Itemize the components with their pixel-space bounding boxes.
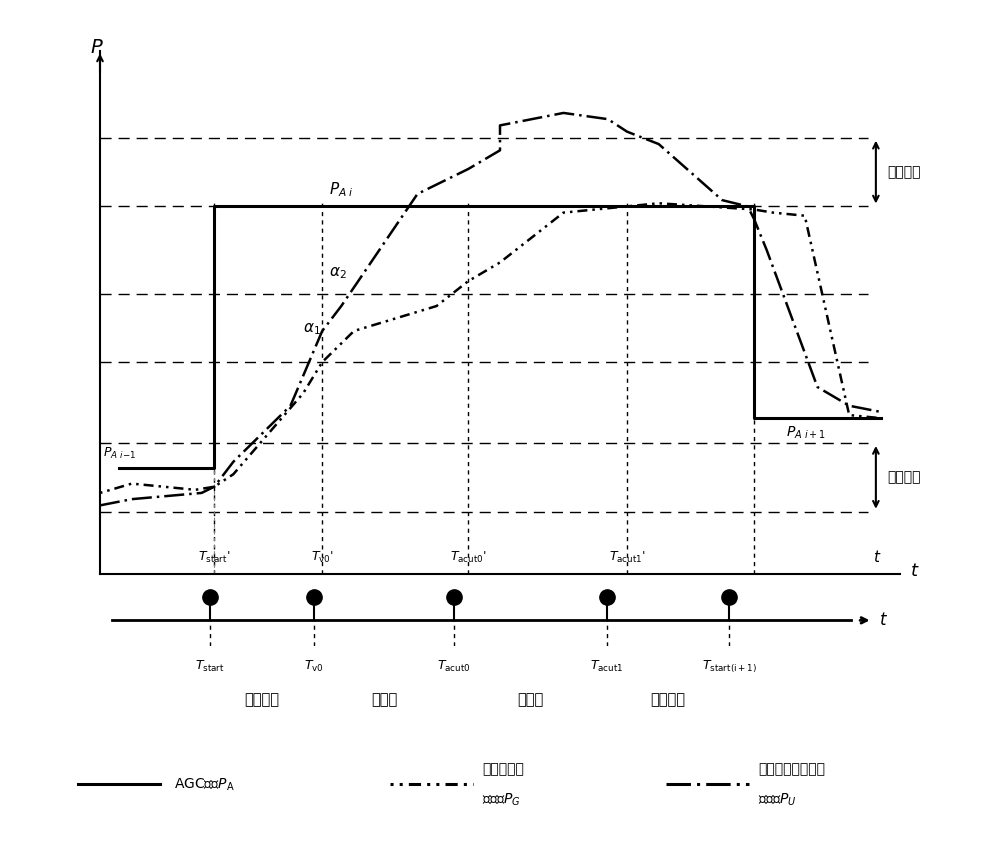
Text: $T_{\mathrm{acut0}}$': $T_{\mathrm{acut0}}$' [450,549,487,565]
Text: $T_{\mathrm{v0}}$: $T_{\mathrm{v0}}$ [304,659,324,674]
Text: $P_{A\ i\!-\!1}$: $P_{A\ i\!-\!1}$ [103,446,137,461]
Text: $T_{\mathrm{acut1}}$: $T_{\mathrm{acut1}}$ [590,659,624,674]
Text: $T_{\mathrm{start(i+1)}}$: $T_{\mathrm{start(i+1)}}$ [702,659,756,675]
Text: $t$: $t$ [879,611,888,630]
Text: $\alpha_1$: $\alpha_1$ [303,322,321,338]
Text: 功功率$P_{U}$: 功功率$P_{U}$ [758,792,797,809]
Text: $T_{\mathrm{v0}}$': $T_{\mathrm{v0}}$' [311,549,334,565]
Text: 爬坡期: 爬坡期 [371,692,397,707]
Text: 火电机组有: 火电机组有 [482,762,524,776]
Text: $t$: $t$ [873,549,882,565]
Text: 响应初期: 响应初期 [244,692,279,707]
Text: $P_{A\ i+1}$: $P_{A\ i+1}$ [786,425,826,441]
Text: 目标死区: 目标死区 [887,165,921,179]
Text: 非考核期: 非考核期 [650,692,685,707]
Text: AGC指令$P_{\mathrm{A}}$: AGC指令$P_{\mathrm{A}}$ [174,776,235,793]
Text: $P_{A\ i}$: $P_{A\ i}$ [329,181,353,199]
Text: $t$: $t$ [910,562,919,580]
Text: $T_{\mathrm{start}}$: $T_{\mathrm{start}}$ [195,659,225,674]
Text: $T_{\mathrm{start}}$': $T_{\mathrm{start}}$' [198,549,231,565]
Text: 动作死区: 动作死区 [887,470,921,484]
Text: $T_{\mathrm{acut0}}$: $T_{\mathrm{acut0}}$ [437,659,471,674]
Text: 稳定期: 稳定期 [517,692,544,707]
Text: 储能与机组联合有: 储能与机组联合有 [758,762,825,776]
Text: $P$: $P$ [90,38,104,57]
Text: 功功率$P_{G}$: 功功率$P_{G}$ [482,792,521,809]
Text: $\alpha_2$: $\alpha_2$ [329,265,346,281]
Text: $T_{\mathrm{acut1}}$': $T_{\mathrm{acut1}}$' [609,549,645,565]
